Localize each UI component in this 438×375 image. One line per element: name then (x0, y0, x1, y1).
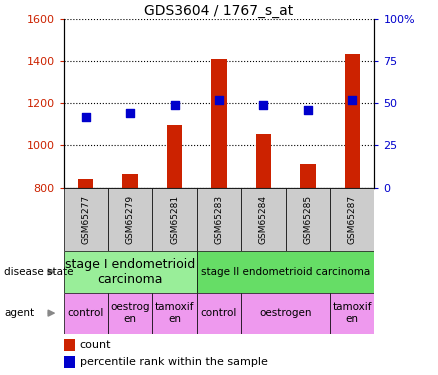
Bar (241, 292, 330, 334)
Bar (211, 59, 227, 356)
Bar (152, 188, 197, 251)
Text: control: control (67, 308, 104, 318)
Text: GSM65285: GSM65285 (304, 195, 312, 244)
Bar (108, 292, 152, 334)
Text: disease state: disease state (4, 267, 74, 277)
Bar (78, 179, 93, 356)
Bar (197, 292, 241, 334)
Bar (64, 188, 108, 251)
Bar (197, 251, 374, 292)
Bar (122, 174, 138, 356)
Point (82, 114, 89, 120)
Bar (108, 188, 152, 251)
Point (171, 102, 178, 108)
Bar (330, 188, 374, 251)
Bar (64, 251, 197, 292)
Bar (64, 339, 75, 351)
Text: GSM65277: GSM65277 (81, 195, 90, 244)
Text: oestrogen: oestrogen (259, 308, 312, 318)
Text: GSM65279: GSM65279 (126, 195, 134, 244)
Text: GSM65284: GSM65284 (259, 195, 268, 244)
Point (260, 102, 267, 108)
Bar (64, 292, 108, 334)
Text: GSM65283: GSM65283 (215, 195, 223, 244)
Point (349, 97, 356, 103)
Bar (256, 134, 271, 356)
Text: percentile rank within the sample: percentile rank within the sample (80, 357, 268, 367)
Bar (300, 164, 316, 356)
Text: GSM65281: GSM65281 (170, 195, 179, 244)
Point (304, 107, 311, 113)
Bar (345, 54, 360, 356)
Text: agent: agent (4, 308, 35, 318)
Text: tamoxif
en: tamoxif en (332, 302, 372, 324)
Title: GDS3604 / 1767_s_at: GDS3604 / 1767_s_at (145, 4, 293, 18)
Text: count: count (80, 340, 111, 350)
Bar (197, 188, 241, 251)
Bar (152, 292, 197, 334)
Bar (241, 188, 286, 251)
Bar (64, 356, 75, 368)
Text: control: control (201, 308, 237, 318)
Bar (330, 292, 374, 334)
Text: tamoxif
en: tamoxif en (155, 302, 194, 324)
Point (127, 110, 134, 116)
Text: GSM65287: GSM65287 (348, 195, 357, 244)
Text: stage I endometrioid
carcinoma: stage I endometrioid carcinoma (65, 258, 195, 286)
Bar (167, 125, 182, 356)
Text: stage II endometrioid carcinoma: stage II endometrioid carcinoma (201, 267, 370, 277)
Text: oestrog
en: oestrog en (110, 302, 150, 324)
Point (215, 97, 223, 103)
Bar (286, 188, 330, 251)
